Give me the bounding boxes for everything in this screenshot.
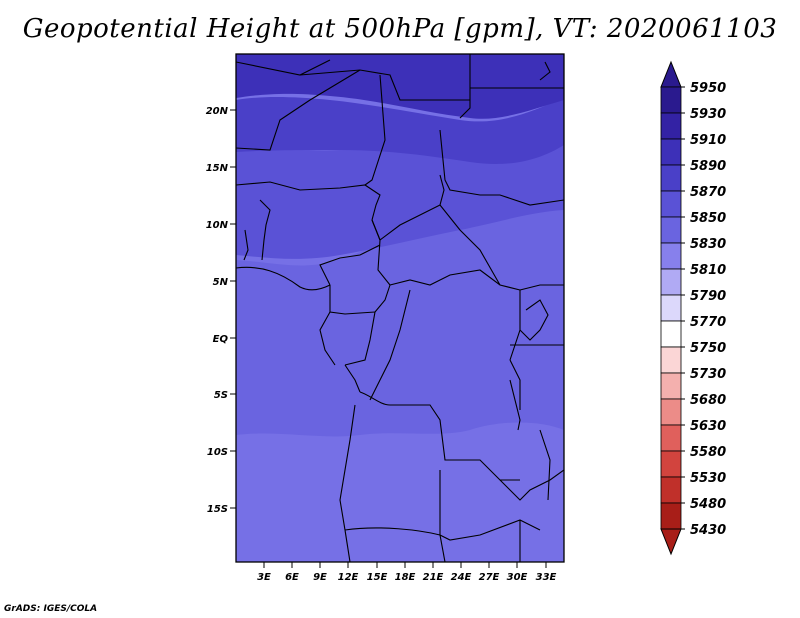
lat-label: 15N [206,163,229,174]
contour-band-5850-south [236,426,564,562]
lat-label: 10N [206,220,229,231]
colorbar-level-label: 5630 [690,419,726,434]
contour-band-5930 [236,54,564,119]
colorbar-swatch [660,138,682,166]
contour-band-5910 [236,97,564,165]
colorbar-level-label: 5770 [690,315,726,330]
map-title: Geopotential Height at 500hPa [gpm], VT:… [22,14,778,44]
lon-label: 30E [507,572,528,583]
lon-label: 6E [285,572,299,583]
colorbar-swatch [660,190,682,218]
colorbar-swatch [660,502,682,530]
colorbar-level-label: 5480 [690,497,726,512]
colorbar-swatch [660,294,682,322]
contour-band-5870 [236,200,564,437]
colorbar: 5950 5930 5910 5890 5870 5850 5830 5810 5790 5770… [660,60,726,556]
colorbar-swatch [660,242,682,270]
contour-band-5890 [236,140,564,259]
colorbar-level-label: 5850 [690,211,726,226]
lon-label: 24E [451,572,472,583]
colorbar-level-label: 5930 [690,107,726,122]
country-borders [236,54,564,562]
colorbar-level-label: 5810 [690,263,726,278]
lat-label: 20N [206,106,229,117]
contour-field [236,54,564,562]
colorbar-swatch [660,424,682,452]
lon-label: 33E [536,572,557,583]
lon-label: 15E [367,572,388,583]
colorbar-swatch [660,372,682,400]
lon-label: 12E [338,572,359,583]
colorbar-swatch [660,268,682,296]
colorbar-level-label: 5430 [690,523,726,538]
colorbar-level-label: 5750 [690,341,726,356]
colorbar-level-label: 5790 [690,289,726,304]
colorbar-swatch [660,112,682,140]
lon-label: 21E [423,572,444,583]
colorbar-level-label: 5950 [690,81,726,96]
colorbar-swatch [660,450,682,478]
colorbar-swatch [660,476,682,504]
latitude-axis: 20N 15N 10N 5N EQ 5S 10S 15S [206,106,236,515]
colorbar-bottom-arrow [660,528,682,556]
colorbar-level-label: 5890 [690,159,726,174]
lat-label: 5S [214,390,228,401]
lon-label: 27E [479,572,500,583]
map-frame [235,53,565,563]
colorbar-swatch [660,164,682,192]
colorbar-top-arrow [660,60,682,88]
colorbar-level-label: 5580 [690,445,726,460]
colorbar-swatch [660,398,682,426]
longitude-axis: 3E 6E 9E 12E 15E 18E 21E 24E 27E 30E 33E [257,562,557,583]
lat-label: EQ [213,334,229,345]
lon-label: 18E [395,572,416,583]
colorbar-level-label: 5830 [690,237,726,252]
lat-label: 5N [213,277,229,288]
colorbar-level-label: 5730 [690,367,726,382]
colorbar-level-label: 5870 [690,185,726,200]
colorbar-swatch [660,216,682,244]
colorbar-swatch [660,86,682,114]
lon-label: 3E [257,572,271,583]
colorbar-swatch [660,346,682,374]
lat-label: 15S [207,504,228,515]
grads-credit: GrADS: IGES/COLA [4,604,98,614]
colorbar-level-label: 5680 [690,393,726,408]
lat-label: 10S [207,447,228,458]
colorbar-level-label: 5910 [690,133,726,148]
colorbar-swatch [660,320,682,348]
lon-label: 9E [313,572,327,583]
colorbar-level-label: 5530 [690,471,726,486]
